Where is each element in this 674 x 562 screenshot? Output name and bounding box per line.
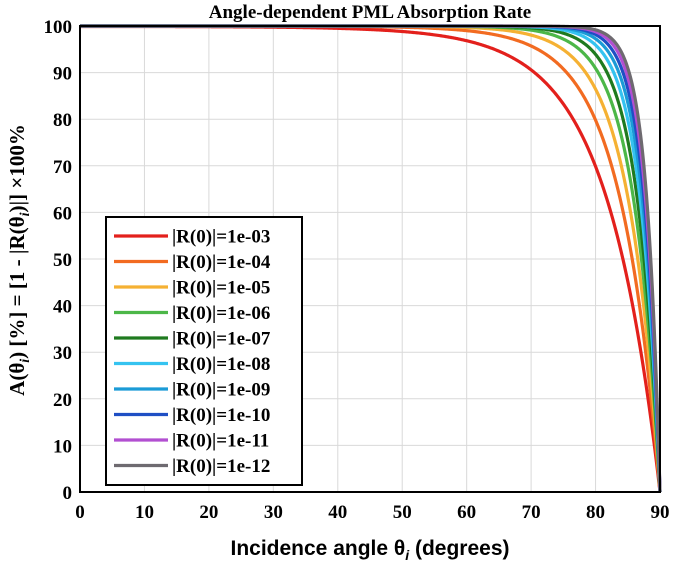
y-tick-label: 10: [53, 436, 72, 457]
chart-title: Angle-dependent PML Absorption Rate: [209, 2, 532, 23]
y-tick-label: 100: [44, 17, 73, 38]
legend-entry: |R(0)|=1e-08: [172, 354, 270, 375]
legend-entry: |R(0)|=1e-09: [172, 380, 270, 401]
legend-entry: |R(0)|=1e-07: [172, 329, 271, 350]
legend-entry: |R(0)|=1e-12: [172, 456, 270, 477]
x-tick-label: 10: [135, 502, 154, 523]
y-axis-label-sub1: i: [18, 359, 33, 363]
y-tick-labels: 0 10 20 30 40 50 60 70 80 90 100: [44, 17, 73, 504]
plot-frame: [79, 25, 661, 493]
y-tick-label: 90: [53, 64, 72, 85]
y-tick-label: 0: [63, 483, 73, 504]
x-tick-label: 40: [328, 502, 347, 523]
y-tick-label: 30: [53, 343, 72, 364]
x-tick-label: 60: [457, 502, 476, 523]
y-tick-label: 50: [53, 250, 72, 271]
y-tick-label: 60: [53, 203, 72, 224]
legend-entry: |R(0)|=1e-11: [172, 431, 269, 452]
y-axis-label-part1: A(θ: [5, 363, 29, 396]
y-axis-label-part2: ) [%] = [1 - |R(θ: [5, 216, 29, 358]
y-tick-label: 20: [53, 390, 72, 411]
x-tick-label: 90: [651, 502, 670, 523]
x-axis-label: Incidence angle θi (degrees): [230, 537, 509, 562]
y-axis-label-part3: )|] ×100%: [5, 124, 29, 212]
legend-entry: |R(0)|=1e-05: [172, 278, 270, 299]
x-tick-label: 0: [75, 502, 85, 523]
y-tick-label: 80: [53, 110, 72, 131]
legend-entry: |R(0)|=1e-03: [172, 227, 270, 248]
x-tick-label: 80: [586, 502, 605, 523]
x-tick-label: 50: [393, 502, 412, 523]
legend-entry: |R(0)|=1e-06: [172, 303, 270, 324]
y-tick-label: 70: [53, 157, 72, 178]
x-tick-labels: 0 10 20 30 40 50 60 70 80 90: [75, 502, 669, 523]
y-axis-label-sub2: i: [18, 212, 33, 216]
legend: |R(0)|=1e-03 |R(0)|=1e-04 |R(0)|=1e-05 |R(0…: [105, 216, 303, 486]
x-axis-label-subscript: i: [405, 547, 410, 562]
y-tick-label: 40: [53, 297, 72, 318]
x-tick-label: 70: [522, 502, 541, 523]
legend-entry: |R(0)|=1e-10: [172, 405, 270, 426]
y-axis-label: A(θi) [%] = [1 - |R(θi)|] ×100%: [5, 124, 33, 396]
x-tick-label: 20: [199, 502, 218, 523]
x-axis-label-suffix: (degrees): [409, 537, 509, 560]
x-tick-label: 30: [264, 502, 283, 523]
legend-entry: |R(0)|=1e-04: [172, 252, 271, 273]
x-axis-label-prefix: Incidence angle θ: [230, 537, 405, 560]
